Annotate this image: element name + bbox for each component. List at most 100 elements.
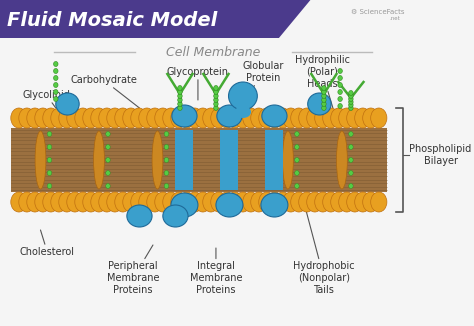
- Ellipse shape: [295, 157, 299, 162]
- Ellipse shape: [123, 192, 139, 212]
- Ellipse shape: [99, 192, 115, 212]
- Ellipse shape: [295, 170, 299, 175]
- Ellipse shape: [35, 131, 46, 189]
- Bar: [265, 130, 283, 190]
- Ellipse shape: [19, 192, 35, 212]
- Ellipse shape: [147, 108, 163, 128]
- Ellipse shape: [275, 108, 291, 128]
- Ellipse shape: [349, 184, 353, 188]
- Text: Integral
Membrane
Proteins: Integral Membrane Proteins: [190, 248, 242, 295]
- Ellipse shape: [214, 101, 218, 107]
- Ellipse shape: [59, 192, 75, 212]
- Ellipse shape: [163, 108, 179, 128]
- Ellipse shape: [178, 106, 182, 111]
- Ellipse shape: [35, 192, 51, 212]
- Ellipse shape: [295, 184, 299, 188]
- Ellipse shape: [235, 192, 251, 212]
- Ellipse shape: [227, 108, 243, 128]
- Ellipse shape: [47, 144, 52, 150]
- Ellipse shape: [346, 192, 363, 212]
- Ellipse shape: [35, 108, 51, 128]
- Ellipse shape: [322, 97, 326, 102]
- Ellipse shape: [147, 192, 163, 212]
- Ellipse shape: [43, 108, 59, 128]
- Ellipse shape: [349, 99, 353, 105]
- Ellipse shape: [338, 103, 342, 109]
- Ellipse shape: [217, 105, 242, 127]
- Ellipse shape: [187, 192, 203, 212]
- Ellipse shape: [172, 105, 197, 127]
- Ellipse shape: [295, 144, 299, 150]
- Ellipse shape: [164, 184, 169, 188]
- Text: Carbohydrate: Carbohydrate: [70, 75, 139, 108]
- Ellipse shape: [349, 102, 353, 108]
- Text: Hydrophilic
(Polar)
Heads: Hydrophilic (Polar) Heads: [295, 55, 350, 108]
- Ellipse shape: [349, 106, 353, 111]
- Ellipse shape: [331, 108, 347, 128]
- Ellipse shape: [363, 108, 379, 128]
- Ellipse shape: [251, 108, 267, 128]
- Ellipse shape: [47, 184, 52, 188]
- Text: .net: .net: [390, 16, 401, 21]
- Ellipse shape: [131, 192, 147, 212]
- Ellipse shape: [228, 82, 257, 110]
- Ellipse shape: [355, 192, 371, 212]
- Text: Hydrophobic
(Nonpolar)
Tails: Hydrophobic (Nonpolar) Tails: [293, 210, 355, 295]
- Ellipse shape: [163, 205, 188, 227]
- Ellipse shape: [349, 96, 353, 101]
- Ellipse shape: [54, 68, 58, 73]
- Ellipse shape: [214, 97, 218, 102]
- Ellipse shape: [291, 108, 307, 128]
- Ellipse shape: [178, 85, 182, 91]
- Ellipse shape: [164, 157, 169, 162]
- Ellipse shape: [51, 108, 67, 128]
- Ellipse shape: [295, 131, 299, 137]
- Ellipse shape: [164, 131, 169, 137]
- Ellipse shape: [47, 157, 52, 162]
- Ellipse shape: [27, 192, 43, 212]
- Ellipse shape: [338, 96, 342, 101]
- Ellipse shape: [214, 106, 218, 111]
- Ellipse shape: [299, 108, 315, 128]
- Ellipse shape: [346, 108, 363, 128]
- Text: Globular
Protein: Globular Protein: [242, 61, 283, 97]
- Ellipse shape: [338, 68, 342, 73]
- Ellipse shape: [283, 131, 293, 189]
- Ellipse shape: [322, 90, 326, 95]
- Ellipse shape: [54, 76, 58, 81]
- Ellipse shape: [307, 108, 323, 128]
- Bar: [175, 130, 193, 190]
- Ellipse shape: [243, 108, 259, 128]
- Ellipse shape: [131, 108, 147, 128]
- Ellipse shape: [338, 82, 342, 87]
- Ellipse shape: [163, 192, 179, 212]
- Ellipse shape: [178, 101, 182, 107]
- Ellipse shape: [178, 97, 182, 102]
- Ellipse shape: [19, 108, 35, 128]
- Text: Phospholipid
Bilayer: Phospholipid Bilayer: [410, 144, 472, 166]
- Ellipse shape: [47, 131, 52, 137]
- Polygon shape: [279, 0, 310, 38]
- Ellipse shape: [235, 106, 251, 118]
- Ellipse shape: [106, 184, 110, 188]
- Ellipse shape: [267, 108, 283, 128]
- Ellipse shape: [219, 108, 235, 128]
- Ellipse shape: [259, 192, 275, 212]
- Ellipse shape: [363, 192, 379, 212]
- Ellipse shape: [107, 192, 123, 212]
- Ellipse shape: [54, 82, 58, 87]
- Ellipse shape: [123, 108, 139, 128]
- Ellipse shape: [259, 108, 275, 128]
- Ellipse shape: [67, 192, 83, 212]
- Ellipse shape: [214, 90, 218, 95]
- Ellipse shape: [349, 91, 353, 96]
- Ellipse shape: [93, 131, 104, 189]
- Ellipse shape: [178, 94, 182, 98]
- Ellipse shape: [43, 192, 59, 212]
- Ellipse shape: [275, 192, 291, 212]
- Ellipse shape: [127, 205, 152, 227]
- Ellipse shape: [171, 192, 187, 212]
- Ellipse shape: [54, 90, 58, 95]
- Ellipse shape: [171, 193, 198, 217]
- Ellipse shape: [91, 108, 107, 128]
